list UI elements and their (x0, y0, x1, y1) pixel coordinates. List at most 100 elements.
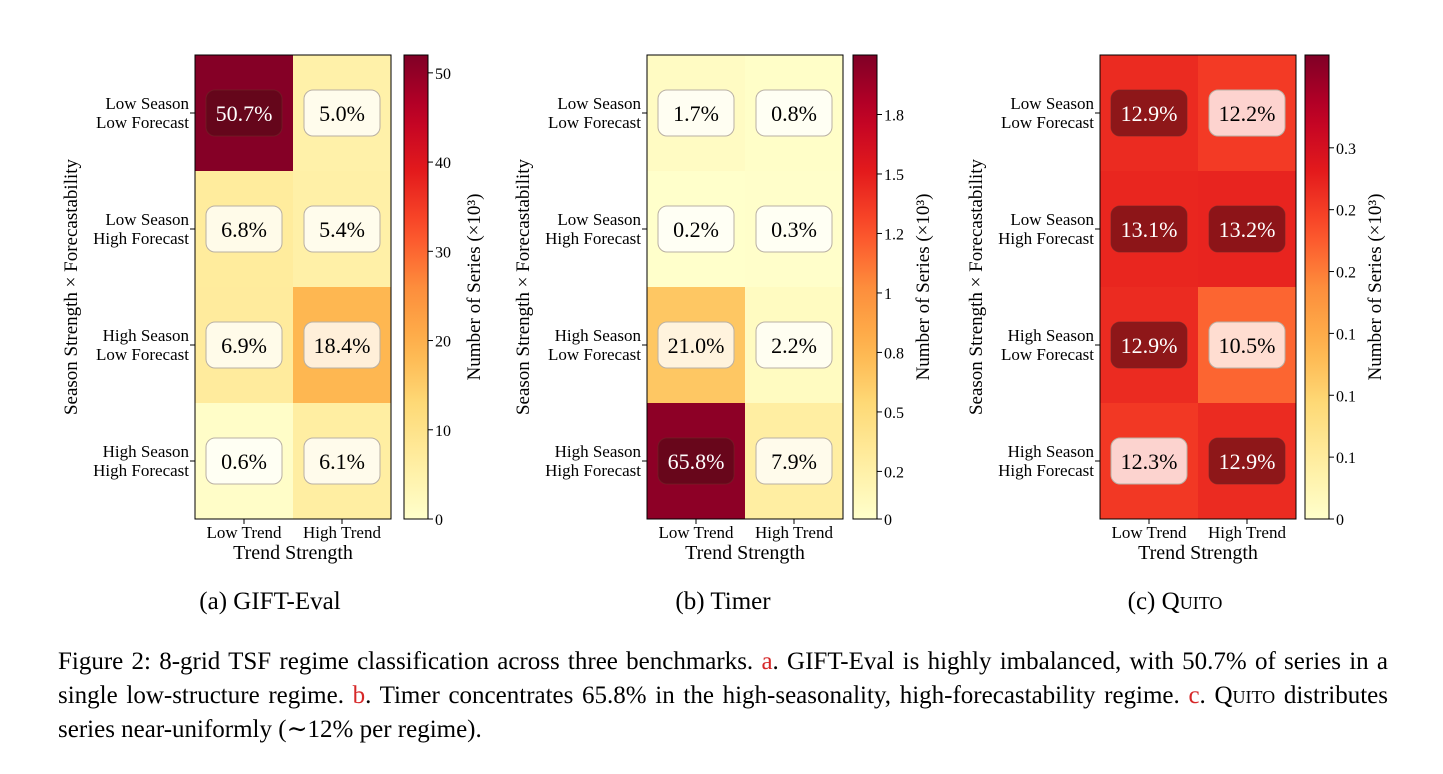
heatmap-frame (1099, 54, 1297, 520)
colorbar-tick-label: 1.8 (884, 107, 904, 124)
y-tick-label: Low Forecast (548, 345, 641, 364)
colorbar-tick-label: 0.5 (884, 405, 904, 422)
subcaption-c-name: Quito (1161, 588, 1223, 615)
cell-label-box (205, 89, 283, 137)
heatmap-frame (194, 54, 392, 520)
cell-label-box (755, 321, 833, 369)
cell-label-box (1208, 321, 1286, 369)
x-tick-label: Low Trend (206, 523, 282, 542)
x-axis-label: Trend Strength (685, 542, 805, 564)
cell-label: 65.8% (668, 449, 725, 474)
cell-label: 0.8% (771, 101, 817, 126)
cell-label-box (1110, 321, 1188, 369)
colorbar (1304, 54, 1330, 520)
x-tick-label: Low Trend (658, 523, 734, 542)
cell-label-box (205, 437, 283, 485)
cell-label-box (755, 89, 833, 137)
colorbar-tick-label: 0.2 (884, 464, 904, 481)
subcaption-c-prefix: (c) (1127, 588, 1162, 615)
heatmap-panel-3: 12.9% 12.2% 13.1% 13.2% 12.9% 10.5% 12.3% 12.9%… (966, 54, 1386, 564)
y-tick-label: Low Season (557, 210, 641, 229)
y-tick-label: Low Forecast (1001, 345, 1094, 364)
cell-label-box (657, 89, 735, 137)
caption-text-2: . GIFT-Eval is highly imbalanced, with 5… (58, 648, 1388, 709)
cell-label: 50.7% (216, 101, 273, 126)
colorbar-tick-label: 0 (884, 512, 892, 529)
caption-text-4: . (1199, 682, 1215, 709)
x-tick-label: High Trend (1208, 523, 1286, 542)
caption-text-5: distributes series near-uniformly (∼12% … (58, 682, 1388, 743)
colorbar-tick-label: 0.2 (1336, 203, 1356, 220)
cell-label: 0.3% (771, 217, 817, 242)
cell-label-box (303, 321, 381, 369)
cell-label: 7.9% (771, 449, 817, 474)
cell-label-box (657, 321, 735, 369)
colorbar-tick-label: 1.5 (884, 167, 904, 184)
subcaption-b: (b) Timer (675, 588, 771, 615)
y-tick-label: Low Season (1010, 94, 1094, 113)
cell-label-box (205, 205, 283, 253)
y-tick-label: Low Season (105, 94, 189, 113)
cell-label-box (657, 205, 735, 253)
cell-label-box (1208, 205, 1286, 253)
cell-label-box (1110, 89, 1188, 137)
cell-label: 13.2% (1219, 217, 1276, 242)
colorbar-tick-label: 1 (884, 286, 892, 303)
cell-label: 13.1% (1121, 217, 1178, 242)
cell-label-box (1110, 205, 1188, 253)
cell-label: 6.1% (319, 449, 365, 474)
colorbar-tick-label: 0.1 (1336, 326, 1356, 343)
y-tick-label: Low Forecast (96, 113, 189, 132)
caption-ref-b[interactable]: b (352, 682, 366, 709)
colorbar-tick-label: 50 (435, 66, 451, 83)
colorbar-tick-label: 0 (1336, 512, 1344, 529)
colorbar-label: Number of Series (×10³) (1365, 194, 1386, 381)
heatmap-frame (646, 54, 844, 520)
cell-label: 21.0% (668, 333, 725, 358)
y-tick-label: High Season (1008, 442, 1095, 461)
colorbar-tick-label: 0.1 (1336, 450, 1356, 467)
y-tick-label: High Forecast (998, 229, 1094, 248)
cell-label: 18.4% (314, 333, 371, 358)
colorbar-tick-label: 0 (435, 512, 443, 529)
subcaption-a: (a) GIFT-Eval (199, 588, 341, 615)
y-tick-label: High Forecast (545, 461, 641, 480)
figure-heatmaps: 50.7% 5.0% 6.8% 5.4% 6.9% 18.4% 0.6% 6.1% Low Se… (61, 54, 1386, 564)
y-tick-label: Low Season (557, 94, 641, 113)
y-tick-label: High Forecast (998, 461, 1094, 480)
colorbar-label: Number of Series (×10³) (913, 194, 934, 381)
caption-text-1: Figure 2: 8-grid TSF regime classificati… (58, 648, 762, 675)
colorbar-label: Number of Series (×10³) (464, 194, 485, 381)
cell-label-box (755, 437, 833, 485)
y-tick-label: High Forecast (545, 229, 641, 248)
y-tick-label: Low Forecast (548, 113, 641, 132)
cell-label-box (303, 89, 381, 137)
cell-label: 12.3% (1121, 449, 1178, 474)
cell-label-box (205, 321, 283, 369)
cell-label-box (1208, 89, 1286, 137)
cell-label: 10.5% (1219, 333, 1276, 358)
y-tick-label: High Season (103, 326, 190, 345)
y-tick-label: High Forecast (93, 461, 189, 480)
cell-label: 12.9% (1219, 449, 1276, 474)
colorbar-tick-label: 30 (435, 244, 451, 261)
cell-label-box (1110, 437, 1188, 485)
cell-label-box (303, 205, 381, 253)
cell-label: 6.9% (221, 333, 267, 358)
colorbar-tick-label: 1.2 (884, 226, 904, 243)
cell-label: 12.9% (1121, 101, 1178, 126)
colorbar-tick-label: 10 (435, 423, 451, 440)
colorbar-tick-label: 0.2 (1336, 265, 1356, 282)
cell-label: 6.8% (221, 217, 267, 242)
cell-label: 5.4% (319, 217, 365, 242)
colorbar-tick-label: 0.8 (884, 345, 904, 362)
colorbar-tick-label: 0.3 (1336, 141, 1356, 158)
cell-label-box (755, 205, 833, 253)
cell-label: 12.2% (1219, 101, 1276, 126)
caption-ref-a[interactable]: a (761, 648, 773, 675)
y-tick-label: High Season (103, 442, 190, 461)
caption-ref-c[interactable]: c (1188, 682, 1200, 709)
cell-label: 0.6% (221, 449, 267, 474)
figure-caption: Figure 2: 8-grid TSF regime classificati… (58, 645, 1388, 747)
cell-label: 2.2% (771, 333, 817, 358)
